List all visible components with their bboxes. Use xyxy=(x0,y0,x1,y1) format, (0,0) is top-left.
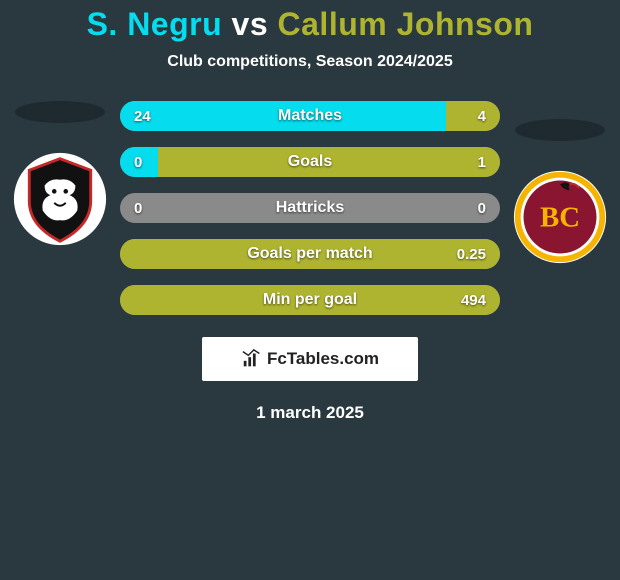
bar-segment-right xyxy=(446,101,500,131)
subtitle: Club competitions, Season 2024/2025 xyxy=(0,53,620,71)
bar-segment-right xyxy=(120,285,500,315)
shadow-ellipse-left xyxy=(15,101,105,123)
team-crest-left xyxy=(12,151,108,247)
stat-row: Min per goal494 xyxy=(120,285,500,315)
team-crest-right: BC xyxy=(512,169,608,265)
content-row: Matches244 Goals01 Hattricks0 0 Goals per ma… xyxy=(0,101,620,315)
brand-text: FcTables.com xyxy=(267,349,379,369)
left-badge-column xyxy=(10,101,110,247)
stat-row: Goals01 xyxy=(120,147,500,177)
svg-text:BC: BC xyxy=(540,202,580,234)
right-badge-column: BC xyxy=(510,101,610,265)
page-title: S. Negru vs Callum Johnson xyxy=(0,6,620,43)
bar-chart-icon xyxy=(241,348,263,370)
shadow-ellipse-right xyxy=(515,119,605,141)
bar-segment-left xyxy=(120,101,446,131)
stat-row: Hattricks0 0 xyxy=(120,193,500,223)
stat-value-left: 0 xyxy=(134,193,142,223)
stat-value-right: 0 xyxy=(478,193,486,223)
bar-segment-right xyxy=(120,239,500,269)
stat-label: Hattricks xyxy=(120,193,500,223)
stat-bars: Matches244 Goals01 Hattricks0 0 Goals per ma… xyxy=(110,101,510,315)
bar-segment-left xyxy=(120,147,158,177)
brand-box: FcTables.com xyxy=(202,337,418,381)
vs-text: vs xyxy=(222,6,277,42)
stat-row: Matches244 xyxy=(120,101,500,131)
bar-segment-right xyxy=(158,147,500,177)
comparison-card: S. Negru vs Callum Johnson Club competit… xyxy=(0,0,620,423)
date-line: 1 march 2025 xyxy=(0,403,620,423)
player2-name: Callum Johnson xyxy=(278,6,534,42)
stat-row: Goals per match0.25 xyxy=(120,239,500,269)
player1-name: S. Negru xyxy=(87,6,223,42)
